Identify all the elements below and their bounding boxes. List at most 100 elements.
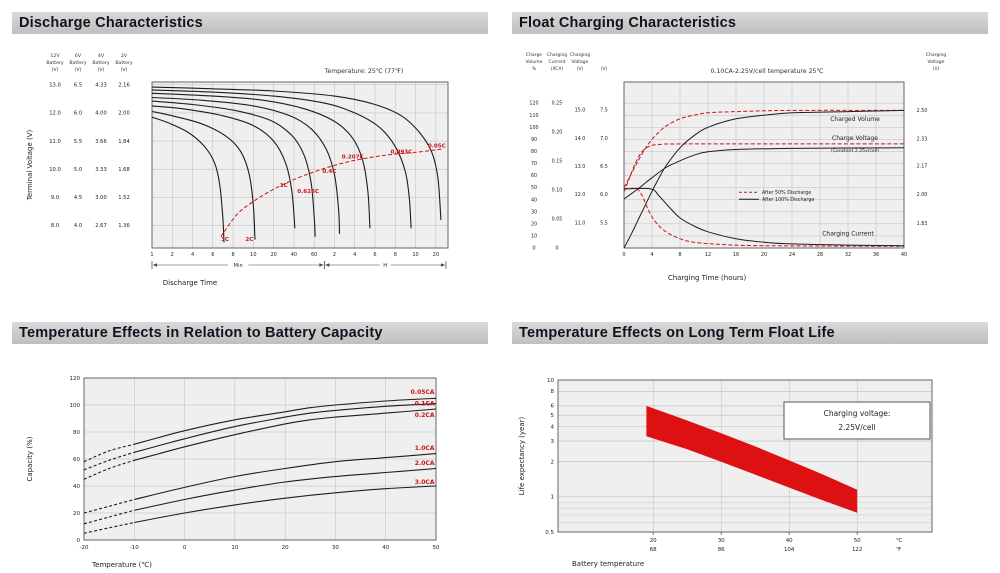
y-tick-label: 4	[551, 424, 555, 430]
y-tick-label: 100	[529, 125, 538, 131]
y-axis-header: Charging	[570, 52, 590, 58]
panel-float-life: Temperature Effects on Long Term Float L…	[512, 322, 988, 573]
curve-0.628C	[151, 100, 316, 237]
y-axis-header: (V)	[577, 66, 584, 72]
section-title-text: Temperature Effects in Relation to Batte…	[19, 325, 383, 341]
x-tick-label: 40	[901, 252, 907, 258]
x-axis-title: Discharge Time	[163, 279, 217, 287]
y-tick-label: 0.05	[552, 217, 563, 223]
curve-0.2CA	[134, 408, 437, 461]
x-tick-label: 10	[250, 252, 256, 258]
curve-label: Charging Current	[822, 230, 874, 237]
y-tick-label: 3	[551, 439, 555, 445]
y-tick-label: 1.68	[118, 167, 130, 173]
chart-annotation: 0.10CA-2.25V/cell temperature 25℃	[711, 68, 824, 75]
y-tick-label: 6	[551, 404, 555, 410]
y-tick-label: 80	[73, 430, 80, 436]
x-axis-title: Battery temperature	[572, 560, 644, 568]
section-title-temp-capacity: Temperature Effects in Relation to Batte…	[12, 322, 488, 344]
y-tick-label: 9.0	[51, 195, 59, 201]
y-tick-label: 120	[70, 376, 81, 382]
curve-1.0CA-dashed	[83, 498, 135, 514]
y-tick-label: 0	[77, 538, 81, 544]
x-tick-label: -20	[80, 545, 89, 551]
y-axis-header: Charge	[526, 52, 542, 58]
y-axis-header: Battery	[46, 60, 64, 66]
x-tick-label: 16	[733, 252, 739, 258]
curve-label: 0.093C	[390, 150, 412, 156]
section-title-text: Discharge Characteristics	[19, 15, 203, 31]
x-tick-label: 40	[291, 252, 297, 258]
y-tick-label: 2	[551, 459, 555, 465]
y-tick-label: 10	[531, 234, 537, 240]
x-tick-label: 10	[412, 252, 418, 258]
y-tick-label: 3.66	[95, 139, 107, 145]
legend-label: After 50% Discharge	[762, 190, 811, 196]
curve-charged-volume-after-50	[623, 109, 905, 188]
y-tick-label: 5	[551, 413, 555, 419]
curve-0.2CA-dashed	[83, 459, 135, 480]
y-tick-label: 11.0	[49, 139, 61, 145]
annotation-line: 2.25V/cell	[838, 423, 875, 432]
x-tick-label-c: 20	[650, 538, 657, 544]
section-title-discharge: Discharge Characteristics	[12, 12, 488, 34]
y-axis-header: Battery	[115, 60, 133, 66]
right-axis-header: (V)	[933, 66, 940, 72]
y-tick-label: 0.5	[545, 530, 554, 536]
y-tick-label: 5.0	[74, 167, 82, 173]
y-tick-label: 80	[531, 149, 537, 155]
section-title-text: Temperature Effects on Long Term Float L…	[519, 325, 835, 341]
y-axis-header: Volume	[526, 59, 543, 65]
y-tick-label: 10	[547, 378, 554, 384]
y-tick-label: 8	[551, 389, 555, 395]
annotation-line: Charging voltage:	[824, 409, 891, 418]
curve-3C	[151, 116, 225, 243]
float-life-band	[646, 405, 858, 513]
series-group	[623, 109, 905, 249]
curve-charging-current-after-100	[623, 187, 905, 247]
curve-label: 0.4C	[322, 169, 336, 175]
curve-3.0CA-dashed	[83, 521, 135, 534]
y-tick-label: 90	[531, 137, 537, 143]
y-axis-header: 4V	[98, 53, 105, 59]
y-axis-title: Terminal Voltage (V)	[26, 129, 34, 201]
y-axis-header: (XCA)	[551, 66, 564, 72]
y-tick-label: 20	[531, 221, 537, 227]
curve-label: Charge Voltage	[832, 135, 878, 142]
x-tick-label: 8	[394, 252, 397, 258]
y-tick-label: 0.10	[552, 188, 563, 194]
y-tick-label: 120	[529, 101, 538, 107]
y-axis-header: Current	[549, 59, 566, 65]
section-title-text: Float Charging Characteristics	[519, 15, 737, 31]
right-axis-header: Voltage	[928, 59, 945, 65]
y-tick-label: 40	[531, 197, 537, 203]
x-tick-label: 0	[622, 252, 625, 258]
x-tick-label: 24	[789, 252, 795, 258]
y-tick-label: 0	[532, 246, 535, 252]
y-tick-label: 40	[73, 484, 80, 490]
y-tick-label: 110	[529, 113, 538, 119]
curve-label: Charged Volume	[830, 116, 880, 123]
right-tick-label: 1.83	[917, 221, 928, 227]
x-tick-label: 2	[333, 252, 336, 258]
annotation-box	[783, 401, 931, 440]
curve-0.4C	[151, 96, 341, 234]
x-tick-label: 20	[282, 545, 289, 551]
y-tick-label: 3.33	[95, 167, 107, 173]
y-tick-label: 12.0	[575, 192, 586, 198]
x-tick-label: 40	[382, 545, 389, 551]
y-tick-label: 70	[531, 161, 537, 167]
y-axis-header: %	[532, 66, 537, 72]
y-tick-label: 60	[73, 457, 80, 463]
discharge-chart: 1 2 4 6 8 10 20 40 60 2 4 6 8 10 2012VBattery(V)13.012…	[26, 53, 449, 287]
y-tick-label: 5.5	[74, 139, 82, 145]
curve-0.1CA	[134, 403, 437, 453]
right-tick-label: 2.33	[917, 136, 928, 142]
y-tick-label: 1.52	[118, 195, 130, 201]
panel-float-charging: Float Charging Characteristics 0 4 8 12 16 20…	[512, 12, 988, 296]
y-tick-label: 100	[70, 403, 81, 409]
x-tick-label: 6	[211, 252, 214, 258]
y-tick-label: 4.00	[95, 111, 107, 117]
y-tick-label: 13.0	[49, 83, 61, 89]
